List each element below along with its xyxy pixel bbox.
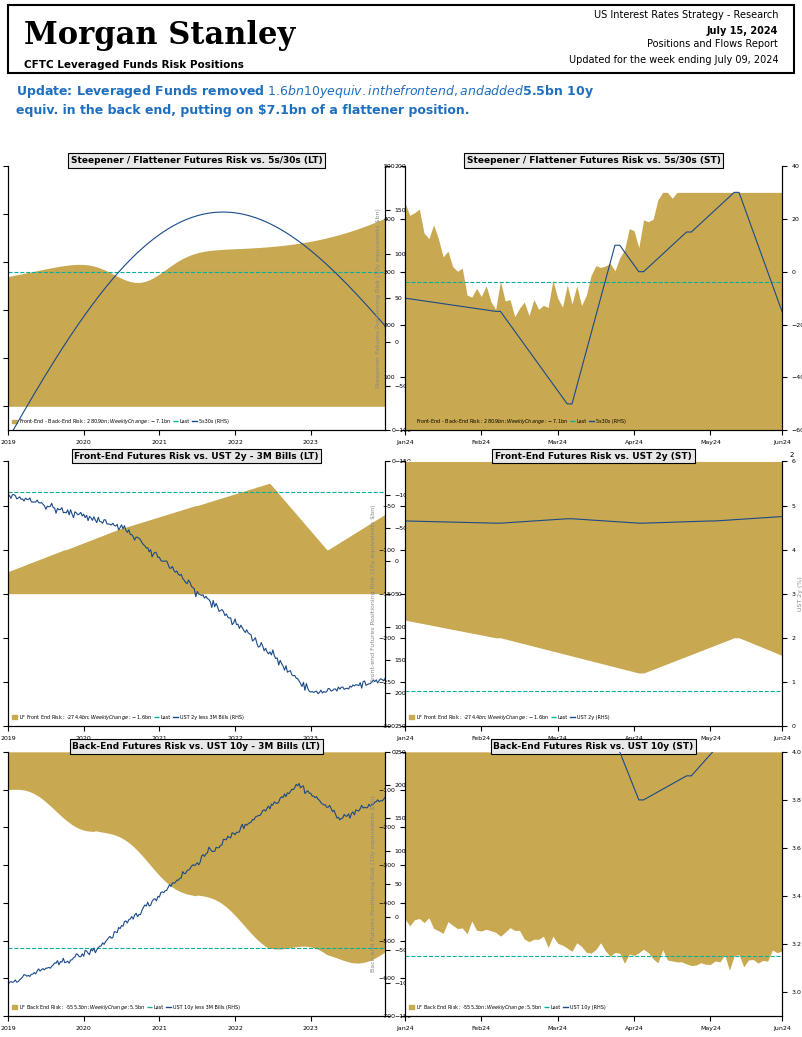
Legend: LF Back End Risk : -$555.3bn; Weekly Change : $5.5bn, Last, UST 10y (RHS): LF Back End Risk : -$555.3bn; Weekly Cha…: [407, 1001, 607, 1014]
Text: Source: Morgan Stanley Research, CFTC: Source: Morgan Stanley Research, CFTC: [405, 758, 515, 762]
Legend: LF Back End Risk : -$555.3bn; Weekly Change : $5.5bn, Last, UST 10y less 3M Bill: LF Back End Risk : -$555.3bn; Weekly Cha…: [10, 1001, 241, 1014]
Text: Morgan Stanley: Morgan Stanley: [24, 20, 295, 51]
FancyBboxPatch shape: [8, 5, 794, 73]
Y-axis label: Front-end Futures Positioning Risk (10y equivalents $bn): Front-end Futures Positioning Risk (10y …: [371, 505, 375, 682]
Text: Source: Morgan Stanley Research, CFTC: Source: Morgan Stanley Research, CFTC: [405, 463, 515, 467]
Text: 2: 2: [789, 451, 794, 457]
Text: Source: Morgan Stanley Research, CFTC: Source: Morgan Stanley Research, CFTC: [8, 758, 118, 762]
Title: Back-End Futures Risk vs. UST 10y - 3M Bills (LT): Back-End Futures Risk vs. UST 10y - 3M B…: [72, 742, 321, 751]
Text: July 15, 2024: July 15, 2024: [707, 26, 778, 36]
Y-axis label: 5s/30s (bp): 5s/30s (bp): [415, 281, 419, 315]
Title: Front-End Futures Risk vs. UST 2y - 3M Bills (LT): Front-End Futures Risk vs. UST 2y - 3M B…: [75, 452, 318, 460]
Y-axis label: UST 2y less 3M Bills (bp): UST 2y less 3M Bills (bp): [415, 555, 419, 633]
Y-axis label: UST 10y less 3M Bills (bp): UST 10y less 3M Bills (bp): [415, 844, 419, 924]
Text: Update: Leveraged Funds removed $1.6bn 10y equiv. in the front end, and added $5: Update: Leveraged Funds removed $1.6bn 1…: [16, 83, 594, 117]
Legend: LF Front End Risk : -$274.4bn; Weekly Change : -$1.6bn, Last, UST 2y less 3M Bil: LF Front End Risk : -$274.4bn; Weekly Ch…: [10, 710, 245, 724]
Y-axis label: Back-end Futures Positioning Risk (10y equivalents $bn): Back-end Futures Positioning Risk (10y e…: [371, 795, 375, 973]
Legend: Front-End - Back-End Risk : $280.9bn; Weekly Change : -$7.1bn, Last, 5s30s (RHS): Front-End - Back-End Risk : $280.9bn; We…: [10, 415, 231, 428]
Text: Updated for the week ending July 09, 2024: Updated for the week ending July 09, 202…: [569, 55, 778, 65]
Y-axis label: Steepener Futures Positioning Risk (10y equivalents $bn): Steepener Futures Positioning Risk (10y …: [376, 208, 381, 388]
Text: Positions and Flows Report: Positions and Flows Report: [647, 39, 778, 50]
Legend: Front-End - Back-End Risk : $280.9bn; Weekly Change : -$7.1bn, Last, 5s30s (RHS): Front-End - Back-End Risk : $280.9bn; We…: [407, 415, 628, 428]
Text: Source: Morgan Stanley Research, CFTC: Source: Morgan Stanley Research, CFTC: [196, 463, 306, 467]
Legend: LF Front End Risk : -$274.4bn; Weekly Change : -$1.6bn, Last, UST 2y (RHS): LF Front End Risk : -$274.4bn; Weekly Ch…: [407, 710, 611, 724]
Text: CFTC Leveraged Funds Risk Positions: CFTC Leveraged Funds Risk Positions: [24, 59, 244, 69]
Title: Back-End Futures Risk vs. UST 10y (ST): Back-End Futures Risk vs. UST 10y (ST): [493, 742, 694, 751]
Title: Front-End Futures Risk vs. UST 2y (ST): Front-End Futures Risk vs. UST 2y (ST): [495, 452, 692, 460]
Y-axis label: UST 2y (%): UST 2y (%): [799, 577, 802, 611]
Text: US Interest Rates Strategy - Research: US Interest Rates Strategy - Research: [593, 10, 778, 21]
Title: Steepener / Flattener Futures Risk vs. 5s/30s (ST): Steepener / Flattener Futures Risk vs. 5…: [467, 157, 720, 165]
Title: Steepener / Flattener Futures Risk vs. 5s/30s (LT): Steepener / Flattener Futures Risk vs. 5…: [71, 157, 322, 165]
